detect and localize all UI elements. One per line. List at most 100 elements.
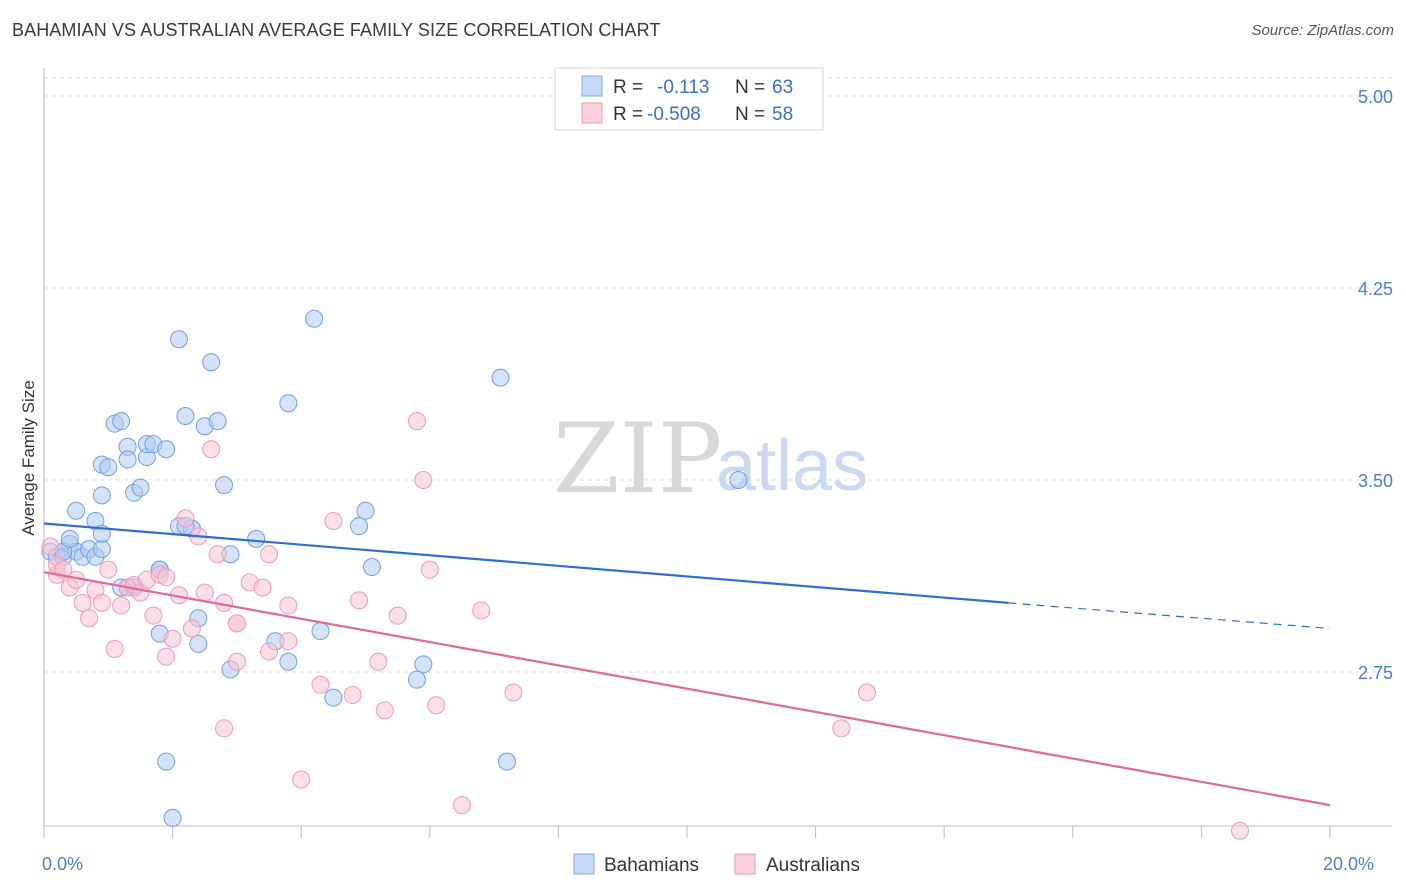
australian-point-10: [99, 560, 118, 579]
australian-point-55: [832, 719, 851, 738]
axes: [43, 68, 1392, 838]
bahamian-point-18: [118, 450, 137, 469]
australian-point-26: [195, 583, 214, 602]
legend-n-label-1: N =: [735, 77, 765, 98]
australian-point-27: [202, 440, 221, 459]
australian-point-0: [41, 537, 60, 556]
legend-swatch-australians: [581, 102, 603, 124]
bahamian-point-43: [279, 394, 298, 413]
australian-point-19: [157, 647, 176, 666]
bahamian-point-41: [247, 529, 266, 548]
australian-point-9: [92, 593, 111, 612]
bahamian-point-55: [729, 471, 748, 489]
y-tick-label-2: 4.25: [1358, 279, 1393, 299]
y-tick-labels: 2.75 3.50 4.25 5.00: [1358, 87, 1393, 683]
y-axis-label: Average Family Size: [19, 380, 38, 536]
australian-point-12: [112, 596, 131, 615]
australian-point-52: [452, 796, 471, 815]
bahamian-point-44: [279, 652, 298, 671]
bahamian-point-20: [131, 478, 150, 497]
watermark-zip: ZIP: [553, 403, 722, 515]
australian-point-11: [105, 639, 124, 658]
legend-r-value-2: -0.508: [647, 104, 701, 125]
bahamian-point-36: [202, 353, 221, 372]
bahamian-point-46: [311, 622, 330, 641]
australian-point-51: [427, 696, 446, 715]
bahamian-point-50: [362, 558, 381, 577]
australian-point-33: [227, 652, 246, 671]
legend-r-label-1: R =: [613, 77, 643, 98]
australian-point-46: [375, 701, 394, 720]
australian-point-43: [343, 686, 362, 705]
australian-point-53: [472, 601, 491, 620]
bahamian-point-48: [350, 517, 369, 536]
australian-point-45: [369, 652, 388, 671]
australian-point-32: [227, 614, 246, 633]
watermark-atlas: atlas: [716, 426, 868, 506]
bahamian-point-28: [163, 808, 182, 827]
australian-point-42: [311, 675, 330, 694]
legend-r-label-2: R =: [613, 104, 643, 125]
x-tick-min: 0.0%: [42, 854, 83, 874]
australian-point-20: [157, 568, 176, 587]
bahamian-point-52: [407, 670, 426, 689]
bahamian-point-14: [99, 458, 118, 477]
australian-point-28: [208, 545, 227, 564]
bahamian-point-24: [157, 440, 176, 459]
bahamian-point-12: [92, 486, 111, 505]
chart-title: BAHAMIAN VS AUSTRALIAN AVERAGE FAMILY SI…: [12, 20, 661, 40]
australian-point-21: [163, 629, 182, 648]
australian-point-57: [1230, 821, 1249, 840]
australian-trend-line: [43, 571, 1331, 807]
y-tick-label-3: 5.00: [1358, 87, 1393, 107]
legend-n-label-2: N =: [735, 104, 765, 125]
legend-swatch-bahamians: [581, 75, 603, 97]
legend-bottom: Bahamians Australians: [573, 853, 860, 876]
australian-point-49: [414, 471, 433, 489]
y-tick-label-0: 2.75: [1358, 663, 1393, 683]
bahamian-point-30: [170, 330, 189, 349]
australian-point-24: [182, 619, 201, 638]
y-tick-label-1: 3.50: [1358, 471, 1393, 491]
bahamian-point-31: [176, 407, 195, 425]
bahamian-point-60: [60, 529, 79, 548]
bahamian-trend-line: [43, 522, 1009, 604]
data-points: [41, 309, 1249, 840]
bahamian-point-45: [305, 309, 324, 328]
australian-point-47: [388, 606, 407, 625]
bahamian-point-49: [356, 501, 375, 520]
bahamian-trend-extension: [1008, 602, 1331, 630]
australian-point-23: [176, 509, 195, 528]
bottom-label-australians: Australians: [766, 855, 860, 876]
australian-point-48: [407, 412, 426, 431]
bahamian-point-51: [414, 655, 433, 674]
bahamian-point-38: [215, 476, 234, 495]
bottom-label-bahamians: Bahamians: [604, 855, 699, 876]
bahamian-point-34: [189, 634, 208, 653]
australian-point-7: [80, 609, 99, 628]
australian-point-36: [260, 642, 279, 661]
bahamian-point-53: [491, 368, 510, 387]
australian-point-6: [73, 593, 92, 612]
bahamian-point-9: [67, 501, 86, 520]
legend-r-value-1: -0.113: [657, 77, 709, 98]
australian-point-41: [324, 511, 343, 530]
legend-n-value-1: 63: [772, 77, 793, 98]
bahamian-point-47: [324, 688, 343, 707]
bottom-swatch-australians: [734, 853, 756, 875]
australian-point-38: [279, 596, 298, 615]
australian-point-54: [504, 683, 523, 702]
bottom-swatch-bahamians: [573, 853, 595, 875]
legend-top: R = -0.113 N = 63 R = -0.508 N = 58: [554, 67, 824, 131]
australian-point-30: [215, 719, 234, 738]
australian-point-44: [350, 591, 369, 610]
australian-point-40: [292, 770, 311, 789]
australian-point-39: [279, 632, 298, 651]
bahamian-point-37: [208, 412, 227, 431]
australian-point-50: [420, 560, 439, 579]
bahamian-point-54: [497, 752, 516, 771]
australian-point-37: [260, 545, 279, 564]
source-label: Source: ZipAtlas.com: [1251, 22, 1394, 39]
australian-point-35: [253, 578, 272, 597]
